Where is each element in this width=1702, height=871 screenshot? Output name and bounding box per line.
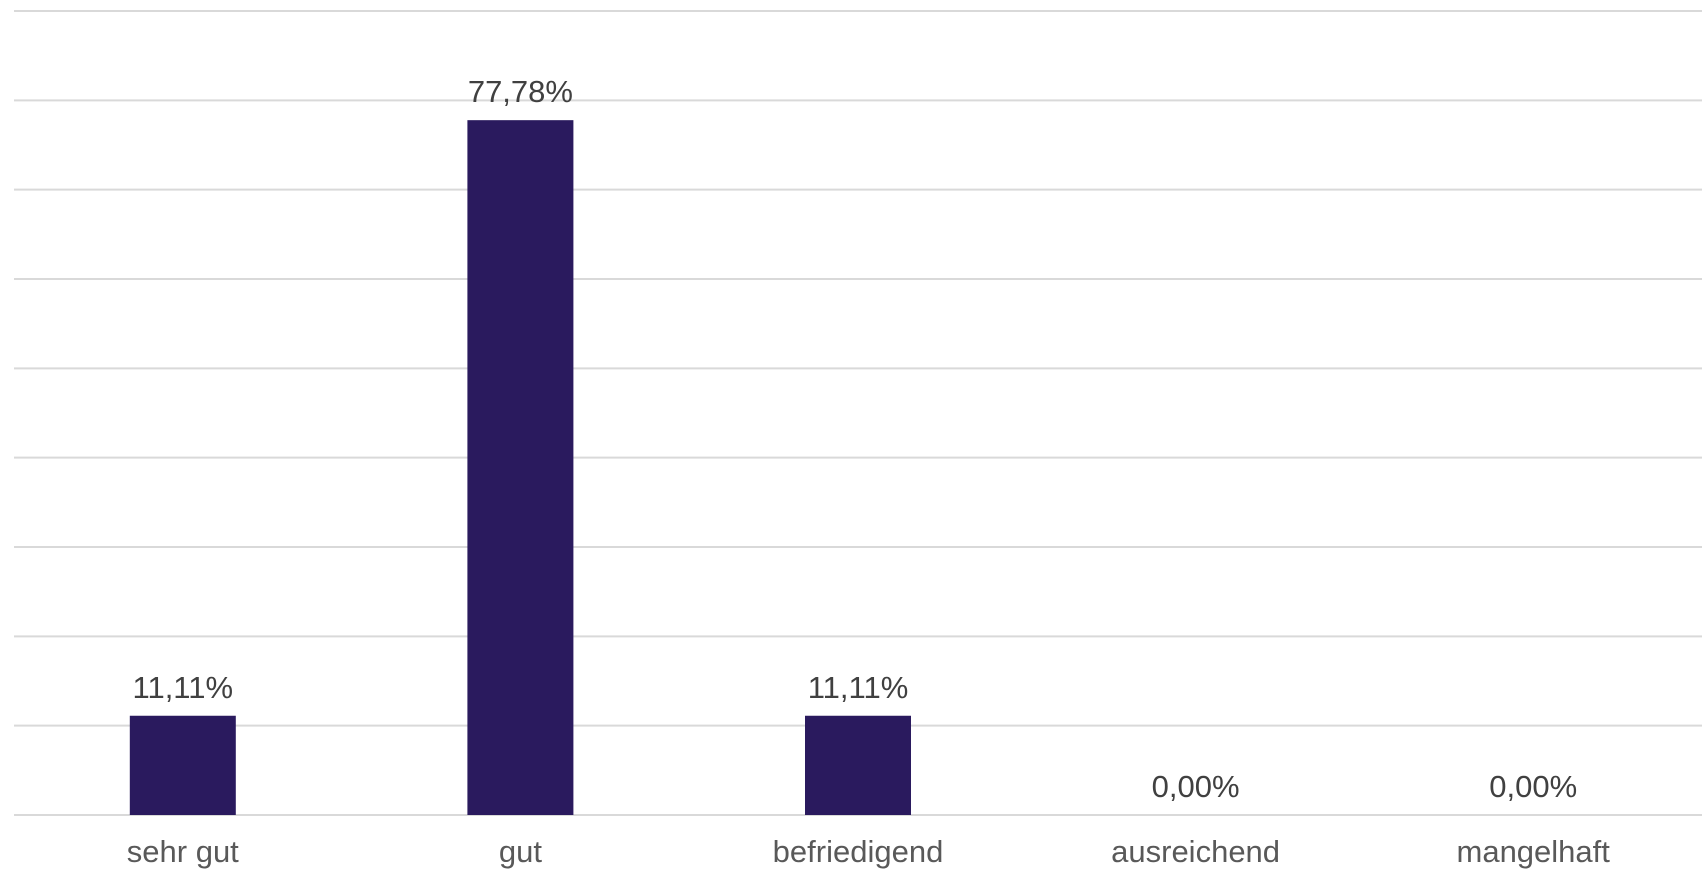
category-labels: sehr gut gut befriedigend ausreichend mangel… [127,834,1610,869]
bars [129,120,911,815]
category-label: ausreichend [1111,834,1280,869]
data-label: 11,11% [808,670,909,705]
category-label: befriedigend [773,834,944,869]
data-label: 77,78% [468,74,573,109]
data-label: 11,11% [133,670,234,705]
category-label: gut [499,834,542,869]
gridlines [14,10,1702,816]
bar [805,715,911,815]
data-labels: 11,11% 77,78% 11,11% 0,00% 0,00% [133,74,1578,804]
data-label: 0,00% [1152,769,1240,804]
category-label: sehr gut [127,834,239,869]
category-label: mangelhaft [1457,834,1611,869]
bar [129,715,236,815]
data-label: 0,00% [1489,769,1577,804]
bar [467,120,574,815]
